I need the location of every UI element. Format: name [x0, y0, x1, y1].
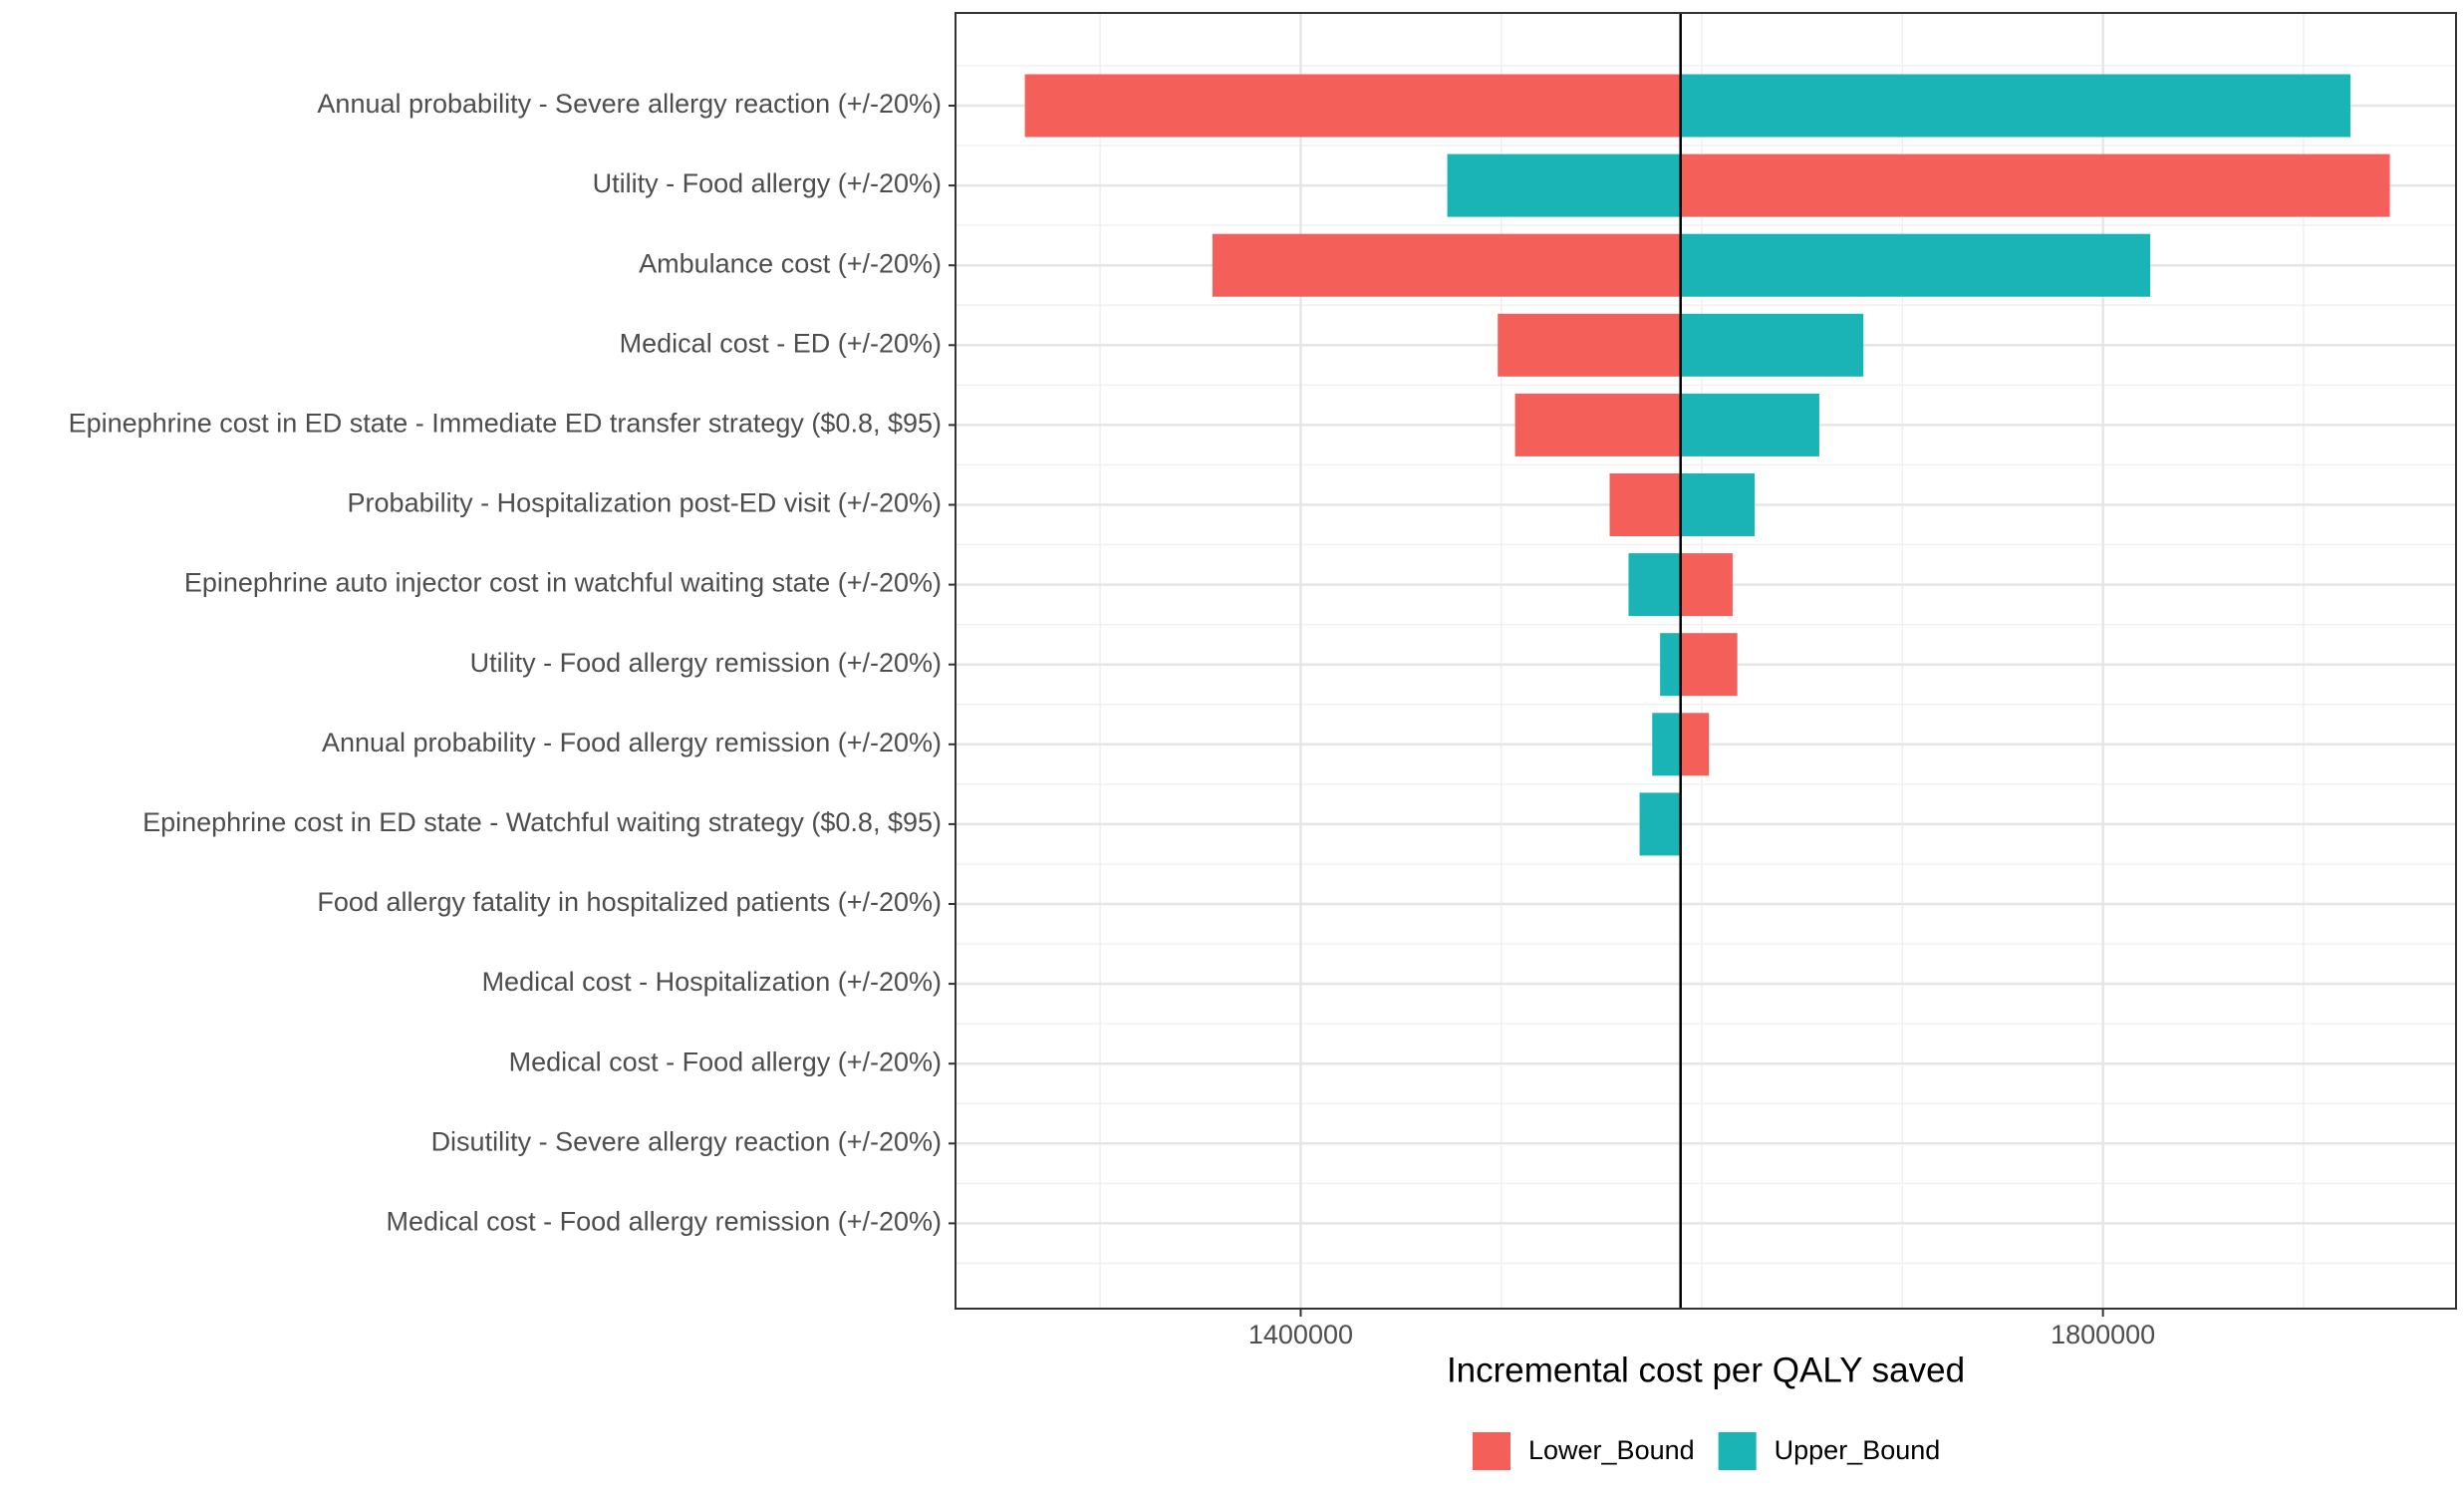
- x-axis-title: Incremental cost per QALY saved: [1447, 1350, 1965, 1389]
- legend-label: Upper_Bound: [1775, 1435, 1941, 1465]
- bar: [1514, 393, 1681, 456]
- y-tick-label: Medical cost - Food allergy remission (+…: [387, 1207, 942, 1237]
- bar: [1447, 153, 1681, 217]
- bar: [1680, 393, 1819, 456]
- legend-key: [1473, 1432, 1510, 1470]
- y-tick-label: Utility - Food allergy (+/-20%): [593, 168, 942, 198]
- y-tick-label: Food allergy fatality in hospitalized pa…: [317, 887, 942, 917]
- y-tick-label: Annual probability - Severe allergy reac…: [317, 89, 942, 119]
- y-tick-label: Medical cost - Food allergy (+/-20%): [509, 1047, 942, 1076]
- bar: [1024, 74, 1681, 138]
- bar: [1680, 633, 1738, 697]
- bar: [1680, 313, 1864, 377]
- y-tick-label: Probability - Hospitalization post-ED vi…: [348, 488, 942, 518]
- y-tick-label: Epinephrine auto injector cost in watchf…: [184, 568, 942, 598]
- bar: [1628, 553, 1681, 617]
- x-tick-label: 1400000: [1248, 1320, 1353, 1349]
- legend-key: [1718, 1432, 1757, 1470]
- bar: [1680, 553, 1733, 617]
- bar: [1680, 74, 2351, 138]
- y-tick-label: Disutility - Severe allergy reaction (+/…: [431, 1126, 942, 1156]
- bar: [1680, 473, 1756, 536]
- y-tick-label: Epinephrine cost in ED state - Immediate…: [69, 409, 942, 439]
- bar: [1660, 633, 1681, 697]
- y-tick-label: Medical cost - ED (+/-20%): [620, 328, 942, 358]
- bar: [1680, 233, 2151, 297]
- x-tick-label: 1800000: [2051, 1320, 2155, 1349]
- y-tick-label: Annual probability - Food allergy remiss…: [322, 728, 942, 757]
- y-tick-label: Epinephrine cost in ED state - Watchful …: [142, 807, 942, 837]
- bar: [1680, 153, 2390, 217]
- bar: [1680, 713, 1710, 776]
- panel-border: [955, 12, 2457, 1310]
- y-tick-label: Utility - Food allergy remission (+/-20%…: [470, 648, 942, 678]
- bar: [1212, 233, 1681, 297]
- bar: [1639, 792, 1681, 856]
- y-tick-label: Ambulance cost (+/-20%): [639, 248, 942, 278]
- bar: [1652, 713, 1681, 776]
- legend-label: Lower_Bound: [1528, 1435, 1695, 1465]
- y-tick-label: Medical cost - Hospitalization (+/-20%): [482, 967, 942, 997]
- bar: [1498, 313, 1681, 377]
- bar: [1609, 473, 1681, 536]
